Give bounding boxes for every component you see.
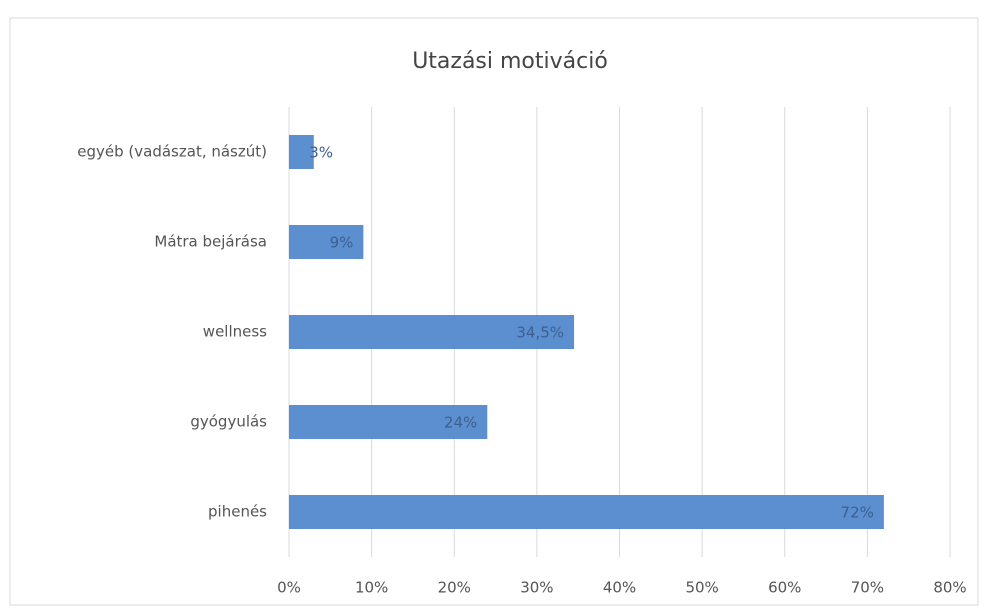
x-tick-label: 10% <box>355 579 388 597</box>
value-label: 3% <box>309 144 333 162</box>
y-tick-label: wellness <box>203 323 267 341</box>
y-tick-label: Mátra bejárása <box>154 233 267 251</box>
x-tick-label: 0% <box>277 579 301 597</box>
bar <box>289 315 575 349</box>
x-tick-label: 40% <box>603 579 636 597</box>
bar <box>289 225 364 259</box>
value-label: 9% <box>330 234 354 252</box>
bar <box>289 495 884 529</box>
value-label: 24% <box>444 414 477 432</box>
y-tick-label: pihenés <box>208 503 267 521</box>
y-tick-label: gyógyulás <box>190 413 267 431</box>
x-tick-label: 20% <box>438 579 471 597</box>
chart-title: Utazási motiváció <box>412 49 608 74</box>
x-tick-label: 30% <box>520 579 553 597</box>
bar <box>289 135 314 169</box>
x-tick-label: 60% <box>768 579 801 597</box>
bar <box>289 405 488 439</box>
value-label: 34,5% <box>516 324 564 342</box>
value-label: 72% <box>841 504 874 522</box>
x-tick-label: 80% <box>933 579 966 597</box>
y-tick-label: egyéb (vadászat, nászút) <box>77 143 267 161</box>
x-tick-label: 70% <box>851 579 884 597</box>
x-tick-label: 50% <box>685 579 718 597</box>
